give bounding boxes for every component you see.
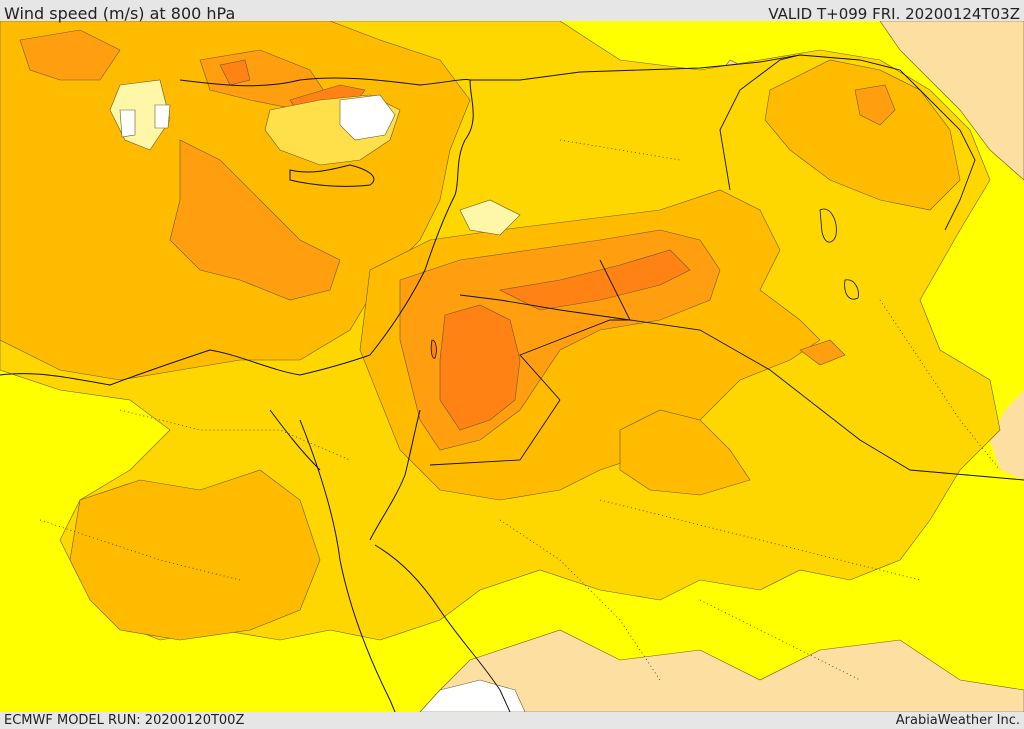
mediterranean-coast bbox=[0, 79, 474, 386]
low-wind-land-east bbox=[990, 390, 1024, 480]
header-bar: Wind speed (m/s) at 800 hPa VALID T+099 … bbox=[0, 0, 1024, 23]
highest-wind-core bbox=[439, 304, 521, 431]
highest-wind-band bbox=[499, 249, 691, 311]
model-run-label: ECMWF MODEL RUN: 20200120T00Z bbox=[4, 713, 245, 728]
syria-iraq-border bbox=[719, 54, 801, 191]
anatolia-south-coast bbox=[179, 77, 471, 87]
lake-razzaza bbox=[844, 279, 859, 300]
credit-label: ArabiaWeather Inc. bbox=[895, 713, 1020, 728]
suez-canal bbox=[269, 409, 321, 471]
weather-map[interactable] bbox=[0, 21, 1024, 712]
regional-boundaries bbox=[39, 139, 1001, 681]
medium-wind-patch-east bbox=[619, 409, 751, 496]
turkey-syria-border bbox=[470, 54, 801, 81]
footer-bar: ECMWF MODEL RUN: 20200120T00Z ArabiaWeat… bbox=[0, 712, 1024, 729]
highest-wind-patch-nw bbox=[219, 59, 251, 86]
calm-patch-north bbox=[339, 94, 396, 141]
high-wind-northwest bbox=[19, 29, 121, 81]
medium-wind-southwest bbox=[69, 469, 321, 641]
gulf-of-aqaba bbox=[369, 409, 421, 541]
dead-sea bbox=[430, 339, 437, 359]
high-wind-west bbox=[169, 139, 341, 301]
jordan-saudi-border bbox=[429, 399, 561, 466]
jordan-border bbox=[519, 259, 631, 401]
coastlines bbox=[0, 77, 511, 712]
map-title: Wind speed (m/s) at 800 hPa bbox=[4, 4, 236, 23]
valid-time: VALID T+099 FRI. 20200124T03Z bbox=[768, 5, 1020, 23]
high-wind-patch-e bbox=[799, 339, 846, 366]
high-wind-patch-ne bbox=[854, 84, 896, 126]
calm-patch-west bbox=[119, 109, 136, 138]
syria-jordan-border bbox=[459, 294, 631, 321]
medium-wind-northeast bbox=[764, 59, 961, 211]
very-low-wind-patch bbox=[459, 199, 521, 236]
iran-iraq-border bbox=[799, 54, 976, 231]
lake-tharthar bbox=[819, 208, 837, 243]
low-wind-land-ne bbox=[879, 21, 1024, 181]
red-sea-east-coast bbox=[374, 544, 511, 712]
country-borders bbox=[429, 54, 1024, 481]
calm-patch-west-2 bbox=[154, 104, 171, 129]
saudi-iraq-border bbox=[629, 319, 1024, 481]
wind-speed-map bbox=[0, 21, 1024, 712]
cyprus-coast bbox=[289, 164, 375, 187]
